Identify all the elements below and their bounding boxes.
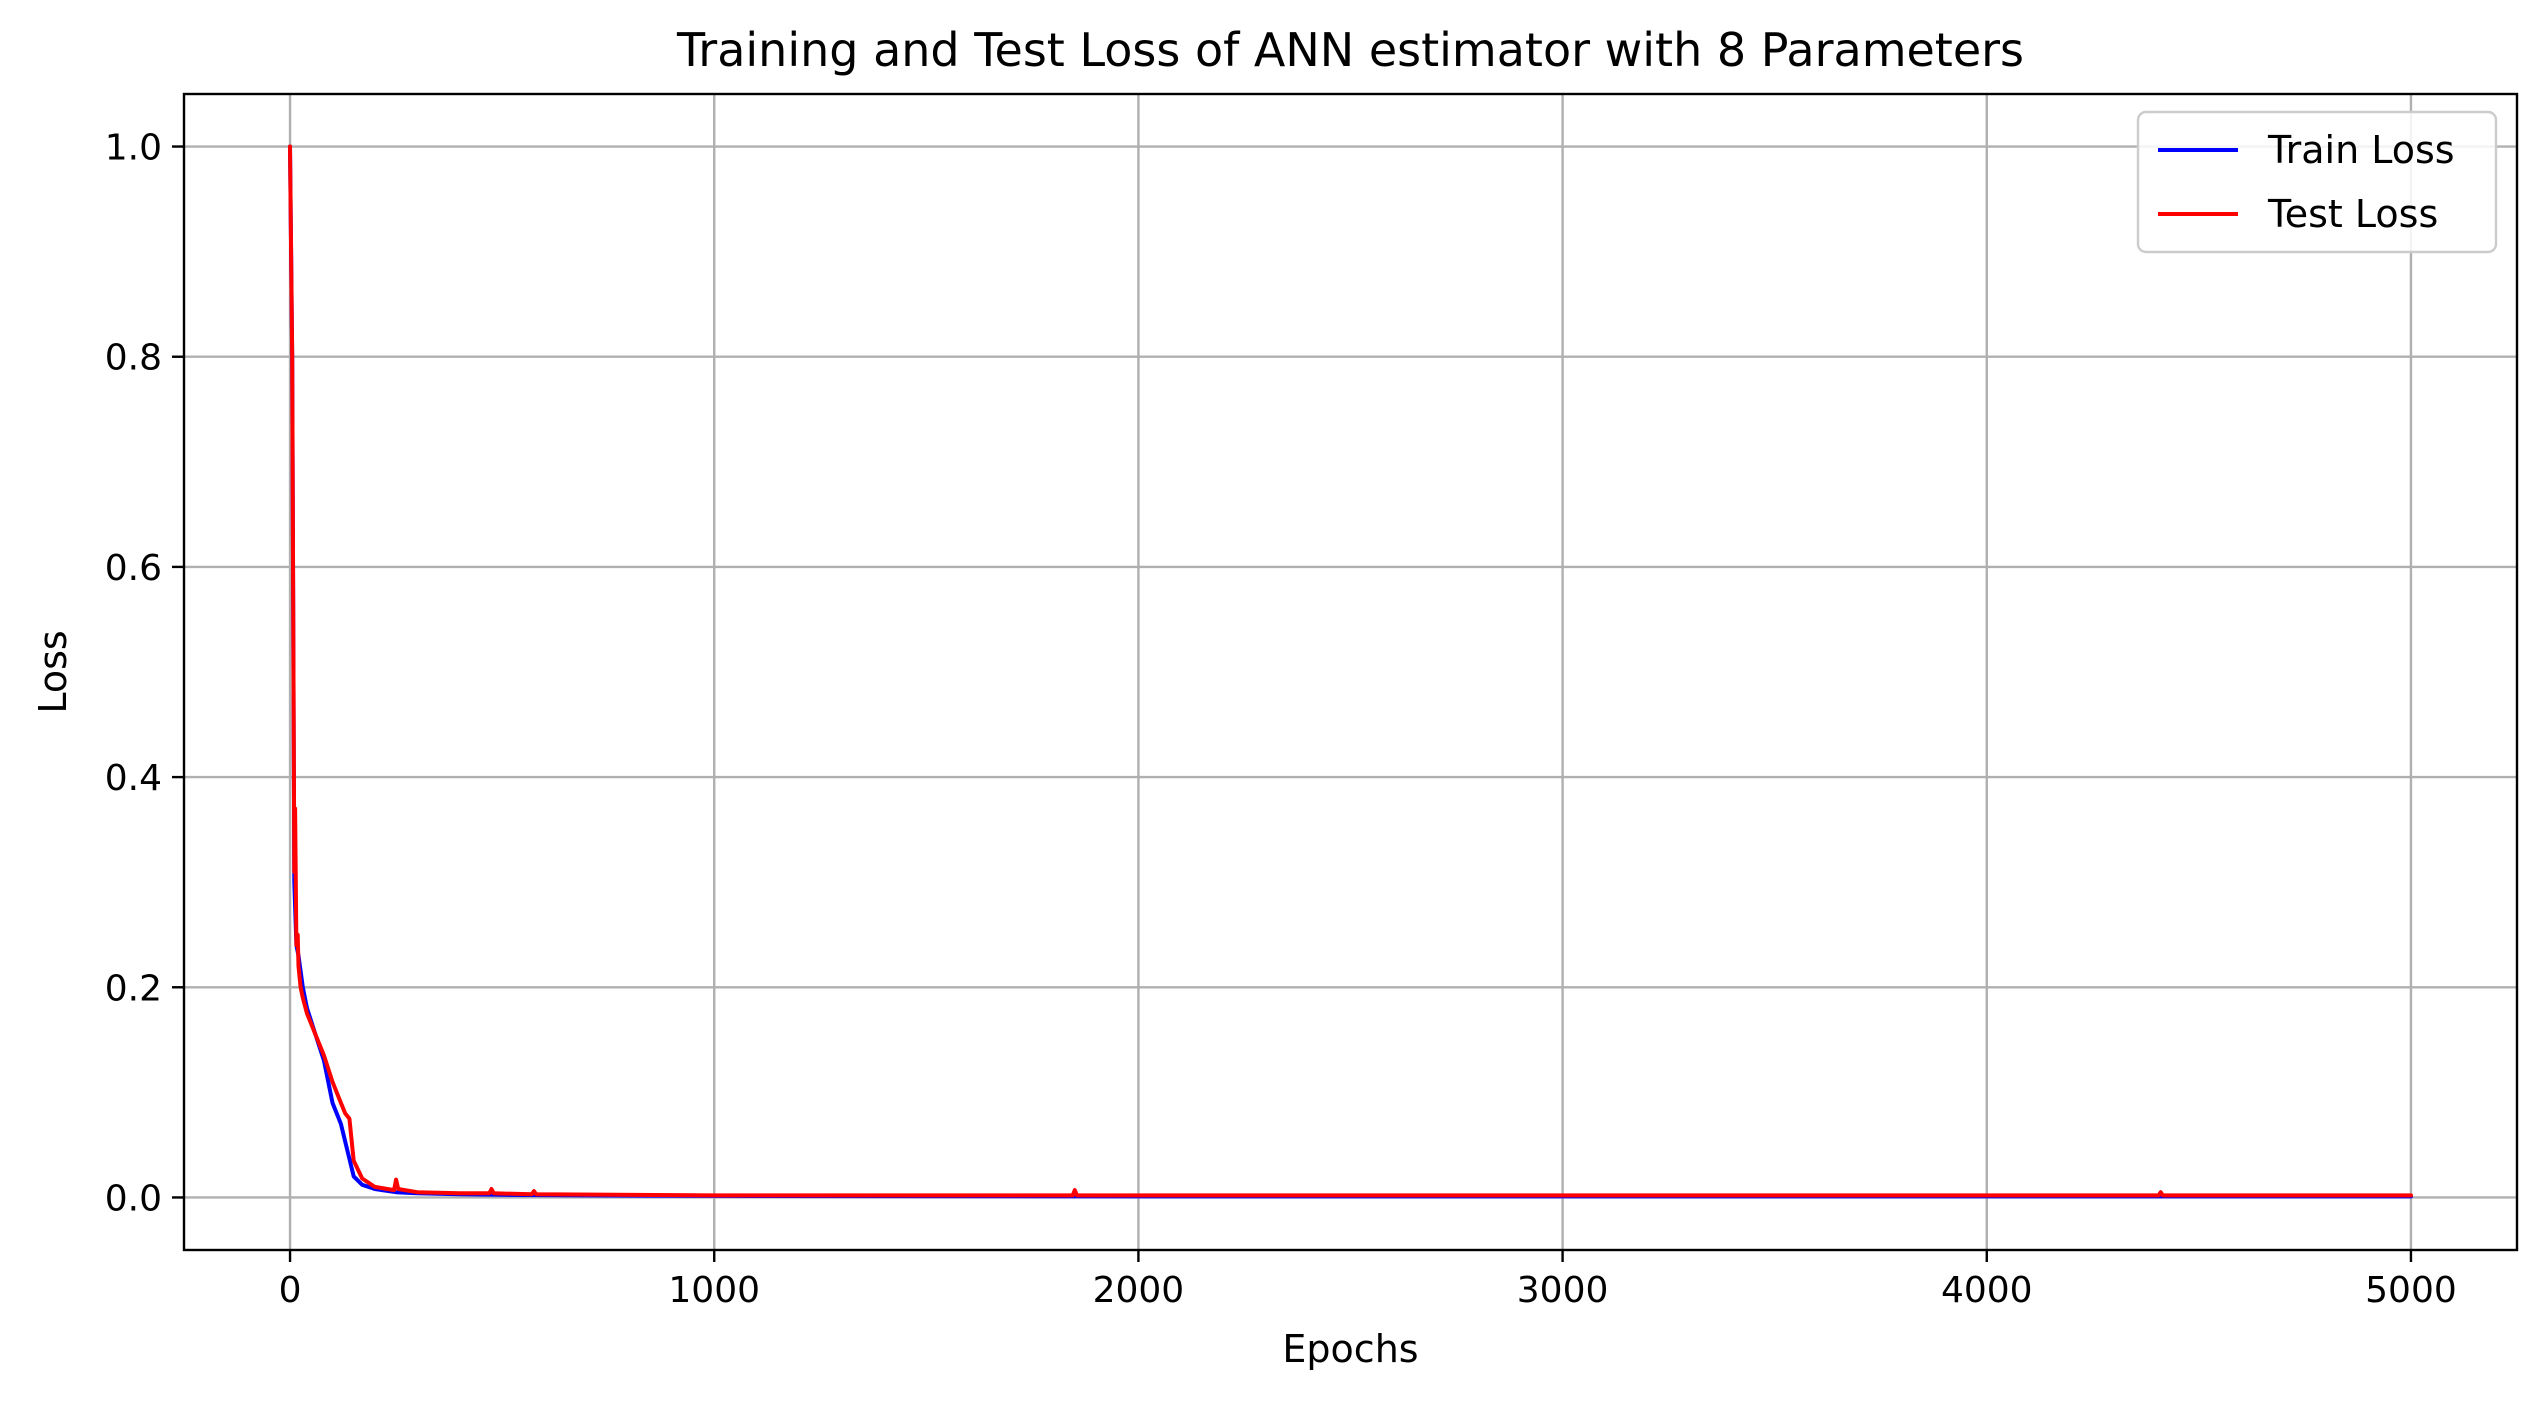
x-tick-label: 4000 (1941, 1270, 2033, 1311)
y-tick-label: 0.0 (105, 1178, 162, 1219)
series-line-test-loss (288, 144, 2413, 1198)
y-axis-ticks: 0.0 0.2 0.4 0.6 0.8 1.0 (105, 128, 184, 1219)
legend: Train Loss Test Loss (2136, 110, 2498, 254)
x-tick-label: 3000 (1517, 1270, 1609, 1311)
y-tick-label: 0.2 (105, 968, 162, 1009)
legend-box (2136, 110, 2498, 254)
plot-frame (182, 92, 2519, 1252)
x-tick-label: 1000 (668, 1270, 760, 1311)
legend-entry-label: Test Loss (2267, 192, 2438, 236)
legend-entry-label: Train Loss (2267, 128, 2455, 172)
y-tick-label: 0.6 (105, 548, 162, 589)
x-axis-ticks: 0 1000 2000 3000 4000 5000 (279, 1250, 2457, 1311)
y-axis-label: Loss (31, 630, 75, 713)
x-axis-label: Epochs (1282, 1327, 1418, 1371)
x-tick-label: 5000 (2365, 1270, 2457, 1311)
chart-title: Training and Test Loss of ANN estimator … (676, 23, 2024, 77)
y-tick-label: 0.8 (105, 338, 162, 379)
x-tick-label: 2000 (1093, 1270, 1185, 1311)
y-tick-label: 1.0 (105, 128, 162, 169)
series-lines (288, 144, 2413, 1199)
x-tick-label: 0 (279, 1270, 302, 1311)
y-tick-label: 0.4 (105, 758, 162, 799)
